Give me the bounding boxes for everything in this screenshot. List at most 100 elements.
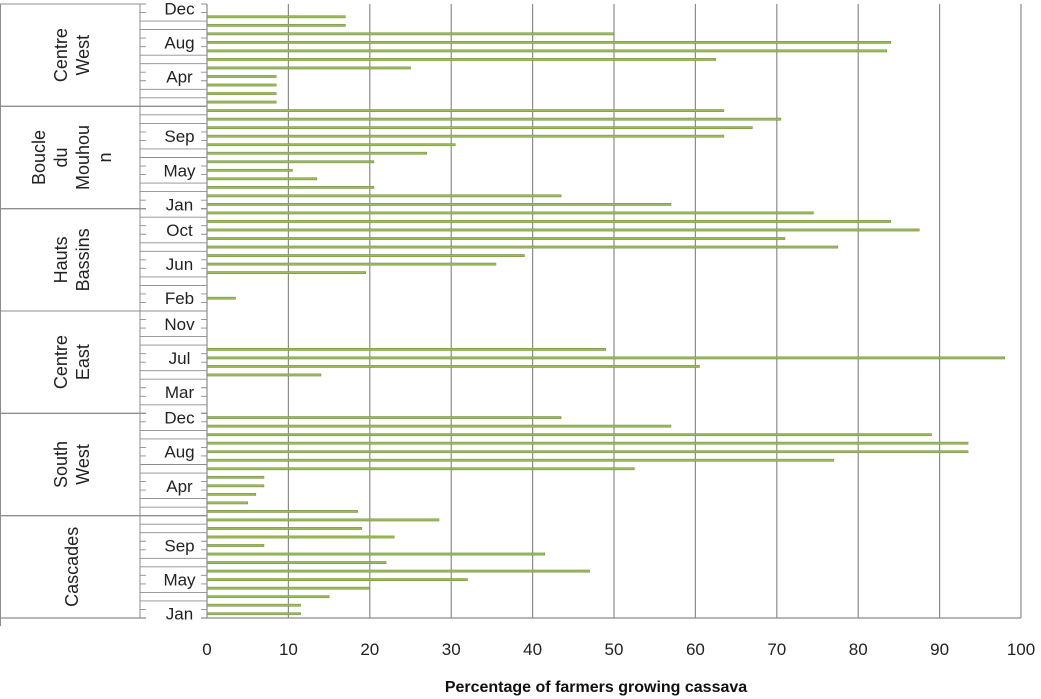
month-label: Nov [164, 315, 195, 334]
bar-south-west-jul [206, 458, 835, 462]
x-tick-label: 50 [605, 640, 624, 659]
x-tick-label: 80 [849, 640, 868, 659]
bar-hauts-bassins-dec [206, 211, 814, 215]
bar-cascades-mar [206, 595, 330, 599]
month-label-background [146, 536, 201, 555]
bar-boucle-du-mouhoun-may [206, 168, 293, 172]
bar-south-west-aug [206, 450, 969, 454]
month-label: May [163, 161, 196, 180]
month-label: Mar [165, 383, 195, 402]
month-label-background [146, 220, 201, 239]
region-label: Cascades [62, 527, 82, 607]
bar-hauts-bassins-sep [206, 237, 786, 240]
bar-cascades-nov [206, 527, 362, 530]
bar-centre-west-apr [206, 75, 277, 78]
bar-south-west-dec [206, 416, 562, 419]
month-label: Aug [164, 33, 194, 52]
month-label: Apr [166, 67, 193, 86]
month-label: May [163, 571, 196, 590]
bar-cascades-aug [206, 552, 546, 556]
bar-centre-west-jul [206, 49, 887, 53]
region-label-line: Boucle [29, 130, 49, 185]
month-label: Jan [166, 605, 193, 624]
bar-south-west-may [206, 475, 265, 479]
region-label-line: West [73, 444, 93, 485]
month-label-background [146, 604, 201, 623]
month-label: Feb [165, 289, 194, 308]
bar-hauts-bassins-may [206, 271, 366, 274]
x-tick-label: 10 [279, 640, 298, 659]
bar-south-west-jan [206, 510, 358, 513]
bar-centre-west-nov [206, 15, 346, 19]
month-label-background [146, 476, 201, 495]
bar-boucle-du-mouhoun-sep [206, 134, 725, 138]
region-label: Centre West [51, 28, 93, 82]
bar-boucle-du-mouhoun-jul [206, 151, 428, 155]
bar-centre-west-oct [206, 23, 346, 27]
month-label-background [146, 195, 201, 214]
gridlines [287, 4, 1022, 618]
x-tick-label: 60 [686, 640, 705, 659]
x-tick-label: 20 [360, 640, 379, 659]
bar-boucle-du-mouhoun-aug [206, 143, 456, 147]
bar-boucle-du-mouhoun-oct [206, 126, 753, 130]
bar-hauts-bassins-aug [206, 245, 839, 249]
month-label: Sep [164, 127, 194, 146]
bar-boucle-du-mouhoun-nov [206, 117, 782, 121]
bars [206, 15, 1005, 616]
region-label: Boucle du Mouhou n [29, 125, 115, 190]
month-label-background [146, 255, 201, 274]
x-tick-label: 90 [930, 640, 949, 659]
bar-hauts-bassins-oct [206, 228, 920, 232]
bar-cascades-sep [206, 544, 265, 547]
region-label: Hauts Bassins [51, 228, 93, 291]
x-tick-labels: 0 10 20 30 40 50 60 70 80 90 100 [202, 640, 1035, 659]
x-tick-label: 0 [202, 640, 211, 659]
x-tick-label: 40 [523, 640, 542, 659]
region-label-line: du [51, 147, 71, 167]
bar-boucle-du-mouhoun-apr [206, 177, 318, 181]
bar-hauts-bassins-jul [206, 254, 525, 257]
bar-cascades-may [206, 578, 468, 581]
month-label-background [146, 408, 201, 427]
region-label: Centre East [51, 335, 93, 389]
month-label-background [146, 33, 201, 52]
bar-boucle-du-mouhoun-jun [206, 160, 375, 164]
month-label: Jan [166, 195, 193, 214]
bar-boucle-du-mouhoun-jan [206, 203, 672, 206]
bar-south-west-apr [206, 484, 265, 488]
bar-centre-west-mar [206, 83, 277, 87]
bar-cascades-oct [206, 535, 395, 539]
x-tick-label: 100 [1007, 640, 1035, 659]
month-label-background [146, 570, 201, 589]
bar-hauts-bassins-jun [206, 262, 497, 266]
month-label-background [146, 314, 201, 333]
bar-cascades-jan [206, 612, 301, 616]
bar-centre-east-may [206, 373, 322, 377]
bar-cascades-dec [206, 518, 440, 522]
month-label: Aug [164, 443, 194, 462]
month-label-background [146, 0, 201, 18]
month-label-background [146, 289, 201, 308]
region-label-line: Hauts [51, 236, 71, 283]
month-label-background [146, 127, 201, 146]
month-label: Jul [169, 349, 191, 368]
month-label: Jun [166, 255, 193, 274]
region-label-line: South [51, 441, 71, 488]
bar-hauts-bassins-feb [206, 296, 236, 300]
bar-south-west-oct [206, 433, 932, 437]
bar-south-west-feb [206, 501, 248, 505]
bar-centre-west-may [206, 66, 411, 70]
region-label-line: Centre [51, 28, 71, 82]
bar-centre-west-sep [206, 32, 615, 36]
region-label-line: West [73, 35, 93, 76]
bar-boucle-du-mouhoun-dec [206, 109, 725, 112]
bar-centre-east-aug [206, 348, 607, 351]
region-label-line: Centre [51, 335, 71, 389]
bar-centre-west-feb [206, 92, 277, 95]
bar-cascades-apr [206, 586, 371, 590]
bar-boucle-du-mouhoun-mar [206, 185, 375, 189]
bar-centre-west-jun [206, 58, 716, 61]
month-label-background [146, 67, 201, 86]
